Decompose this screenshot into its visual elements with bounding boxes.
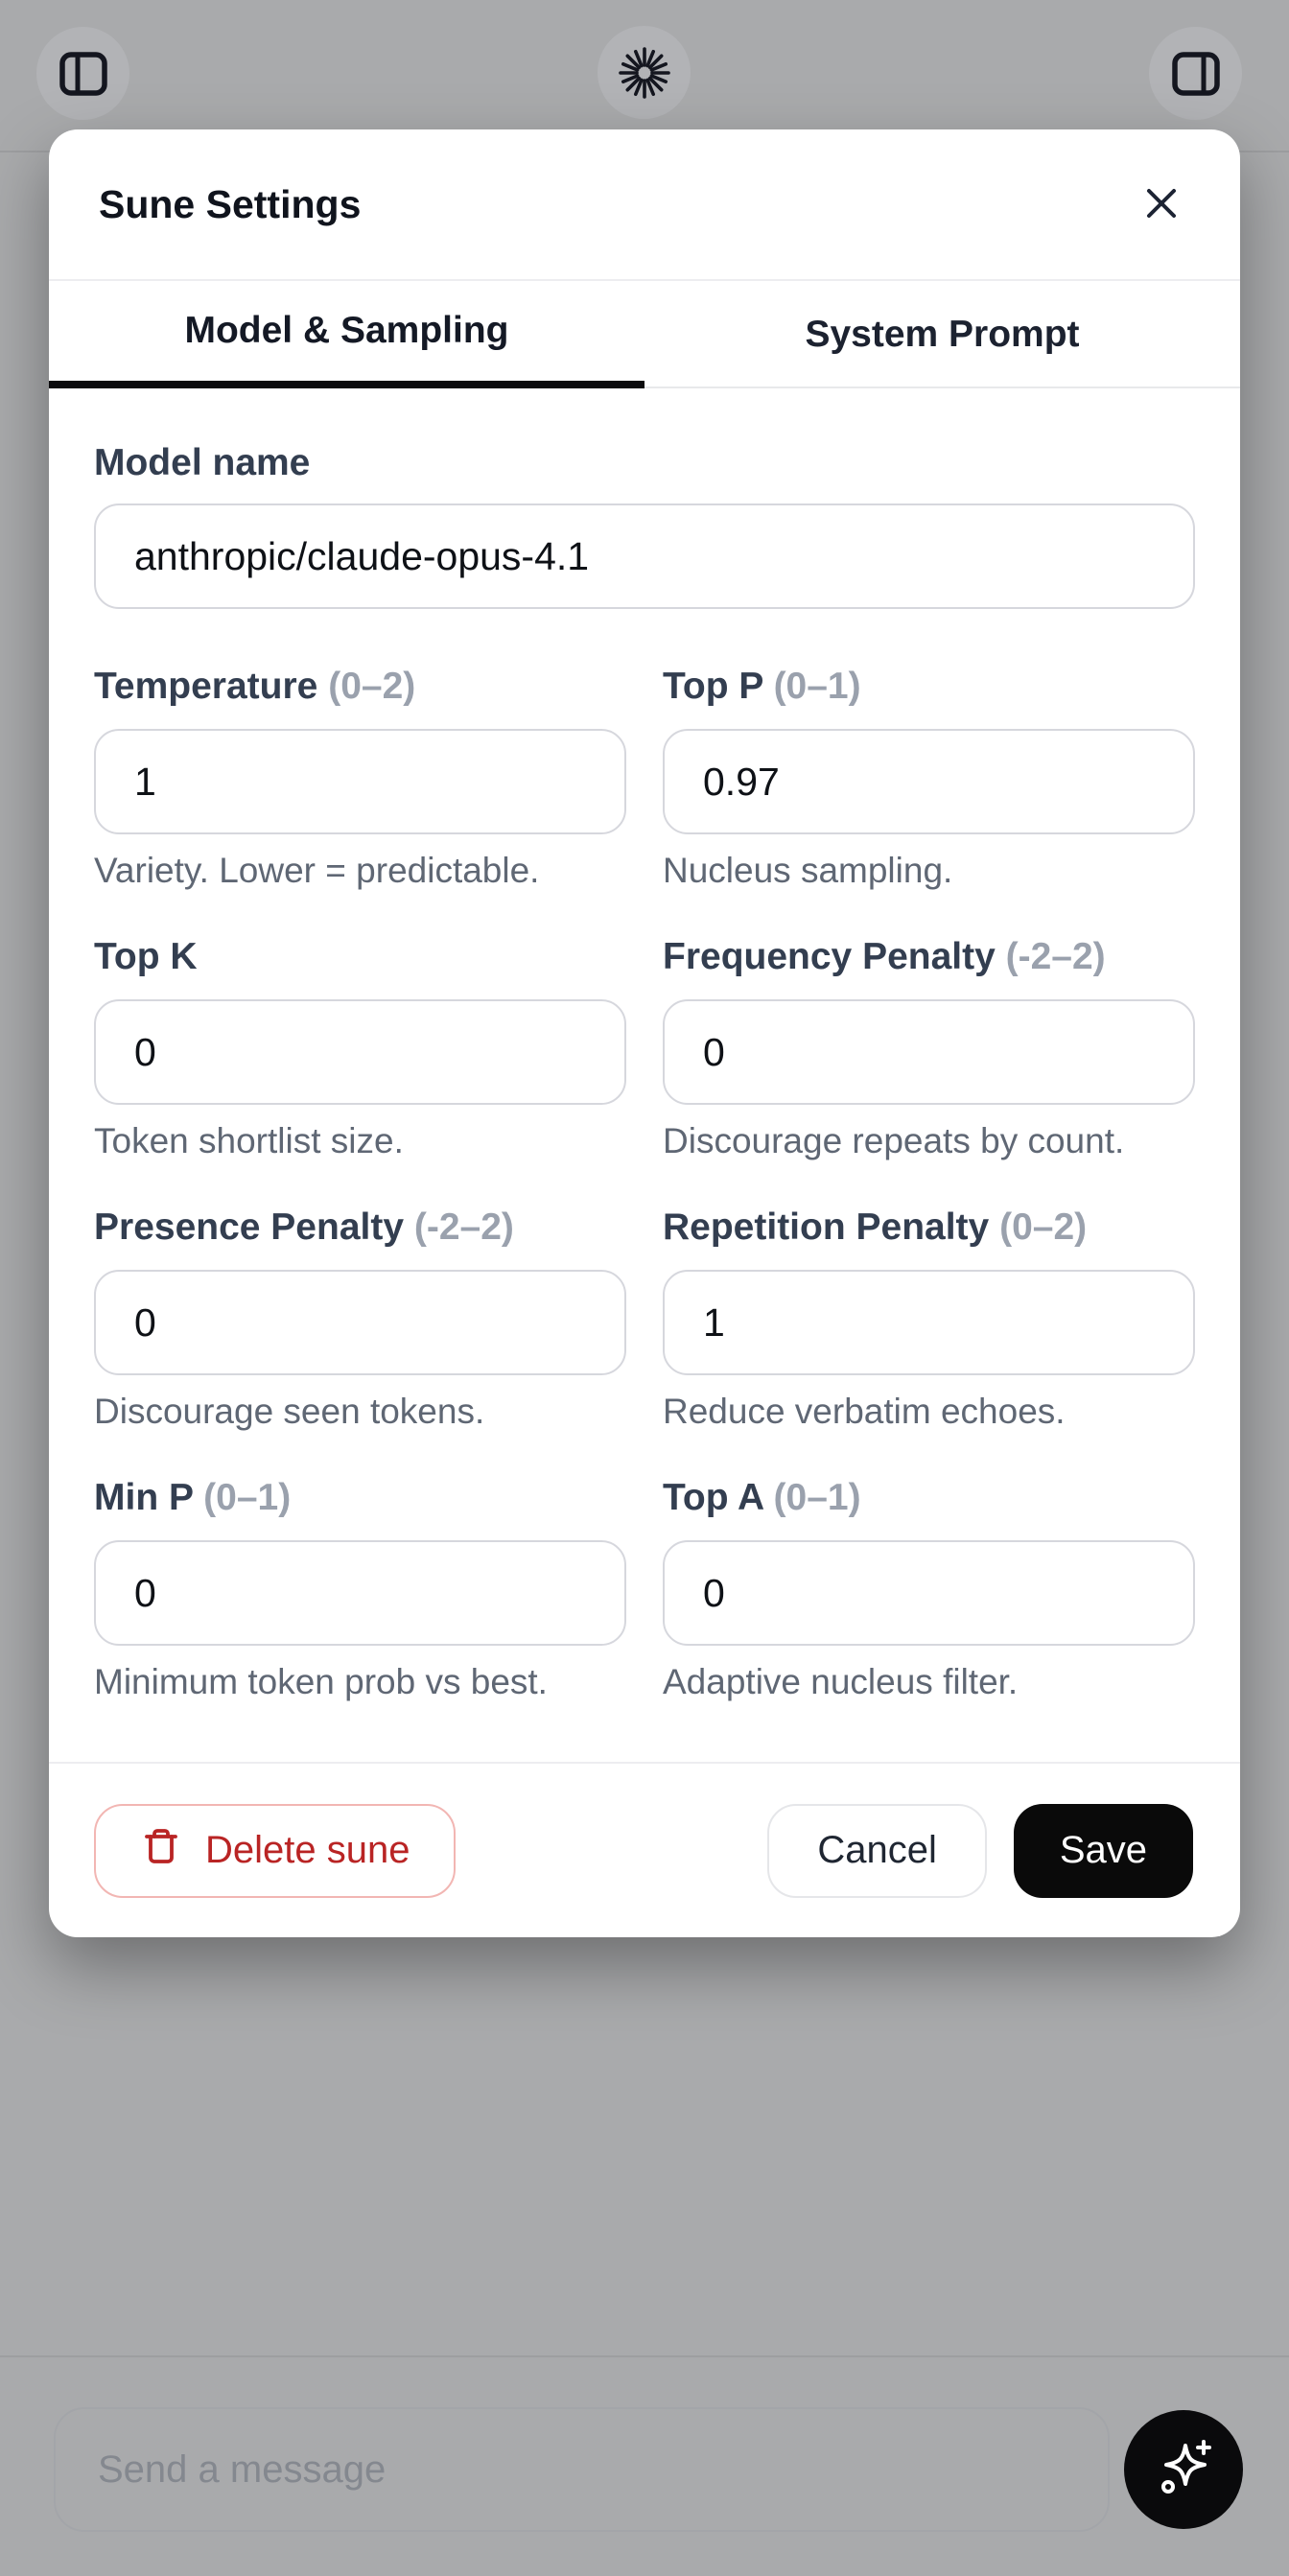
presence-penalty-helper: Discourage seen tokens. bbox=[94, 1392, 485, 1431]
sampling-parameters-grid: Temperature (0–2) Variety. Lower = predi… bbox=[94, 666, 1195, 1703]
frequency-penalty-field: Frequency Penalty (-2–2) Discourage repe… bbox=[663, 936, 1195, 1162]
repetition-penalty-field: Repetition Penalty (0–2) Reduce verbatim… bbox=[663, 1206, 1195, 1433]
settings-form: Model name Temperature (0–2) Variety. Lo… bbox=[49, 388, 1240, 1762]
top-a-input[interactable] bbox=[663, 1540, 1195, 1646]
presence-penalty-input[interactable] bbox=[94, 1270, 626, 1375]
min-p-helper: Minimum token prob vs best. bbox=[94, 1662, 548, 1701]
message-input[interactable] bbox=[54, 2407, 1110, 2532]
starburst-icon bbox=[615, 43, 674, 103]
cancel-button[interactable]: Cancel bbox=[767, 1803, 987, 1898]
toggle-left-sidebar-button[interactable] bbox=[36, 27, 129, 120]
panel-right-icon bbox=[1169, 47, 1223, 101]
top-p-input[interactable] bbox=[663, 729, 1195, 834]
min-p-input[interactable] bbox=[94, 1540, 626, 1646]
send-message-button[interactable] bbox=[1124, 2410, 1243, 2529]
close-button[interactable] bbox=[1133, 176, 1190, 233]
repetition-penalty-input[interactable] bbox=[663, 1270, 1195, 1375]
repetition-penalty-label: Repetition Penalty bbox=[663, 1206, 990, 1248]
top-a-range: (0–1) bbox=[773, 1477, 861, 1518]
dialog-header: Sune Settings bbox=[49, 129, 1240, 281]
trash-icon bbox=[140, 1825, 182, 1877]
repetition-penalty-helper: Reduce verbatim echoes. bbox=[663, 1392, 1066, 1431]
temperature-field: Temperature (0–2) Variety. Lower = predi… bbox=[94, 666, 626, 892]
frequency-penalty-label: Frequency Penalty bbox=[663, 936, 996, 977]
presence-penalty-field: Presence Penalty (-2–2) Discourage seen … bbox=[94, 1206, 626, 1433]
top-p-range: (0–1) bbox=[773, 666, 861, 707]
frequency-penalty-range: (-2–2) bbox=[1005, 936, 1106, 977]
top-p-field: Top P (0–1) Nucleus sampling. bbox=[663, 666, 1195, 892]
min-p-label: Min P bbox=[94, 1477, 194, 1518]
tab-model-and-sampling[interactable]: Model & Sampling bbox=[49, 281, 644, 388]
dialog-footer: Delete sune Cancel Save bbox=[49, 1762, 1240, 1937]
min-p-field: Min P (0–1) Minimum token prob vs best. bbox=[94, 1477, 626, 1703]
model-name-label: Model name bbox=[94, 442, 311, 483]
temperature-input[interactable] bbox=[94, 729, 626, 834]
model-name-input[interactable] bbox=[94, 503, 1195, 609]
presence-penalty-range: (-2–2) bbox=[413, 1206, 514, 1248]
repetition-penalty-range: (0–2) bbox=[999, 1206, 1088, 1248]
top-p-label: Top P bbox=[663, 666, 763, 707]
top-a-field: Top A (0–1) Adaptive nucleus filter. bbox=[663, 1477, 1195, 1703]
top-k-input[interactable] bbox=[94, 999, 626, 1105]
toggle-right-sidebar-button[interactable] bbox=[1149, 27, 1242, 120]
tab-system-prompt[interactable]: System Prompt bbox=[644, 281, 1240, 388]
settings-tabs: Model & Sampling System Prompt bbox=[49, 281, 1240, 388]
sparkles-icon bbox=[1149, 2434, 1218, 2506]
sune-settings-dialog: Sune Settings Model & Sampling System Pr… bbox=[49, 129, 1240, 1937]
top-a-label: Top A bbox=[663, 1477, 763, 1518]
model-name-field: Model name bbox=[94, 442, 1195, 609]
dialog-title: Sune Settings bbox=[99, 181, 362, 226]
app-logo-button[interactable] bbox=[598, 26, 691, 119]
presence-penalty-label: Presence Penalty bbox=[94, 1206, 405, 1248]
top-k-helper: Token shortlist size. bbox=[94, 1121, 404, 1160]
message-composer-bar bbox=[0, 2355, 1289, 2576]
top-k-label: Top K bbox=[94, 936, 198, 977]
min-p-range: (0–1) bbox=[203, 1477, 292, 1518]
close-icon bbox=[1141, 183, 1182, 226]
delete-sune-label: Delete sune bbox=[205, 1829, 410, 1871]
frequency-penalty-input[interactable] bbox=[663, 999, 1195, 1105]
frequency-penalty-helper: Discourage repeats by count. bbox=[663, 1121, 1125, 1160]
temperature-label: Temperature bbox=[94, 666, 318, 707]
temperature-range: (0–2) bbox=[328, 666, 416, 707]
top-a-helper: Adaptive nucleus filter. bbox=[663, 1662, 1019, 1701]
app-top-bar bbox=[0, 0, 1289, 152]
top-k-field: Top K Token shortlist size. bbox=[94, 936, 626, 1162]
delete-sune-button[interactable]: Delete sune bbox=[94, 1803, 457, 1898]
temperature-helper: Variety. Lower = predictable. bbox=[94, 851, 540, 890]
save-button[interactable]: Save bbox=[1013, 1803, 1193, 1898]
panel-left-icon bbox=[57, 47, 110, 101]
top-p-helper: Nucleus sampling. bbox=[663, 851, 953, 890]
